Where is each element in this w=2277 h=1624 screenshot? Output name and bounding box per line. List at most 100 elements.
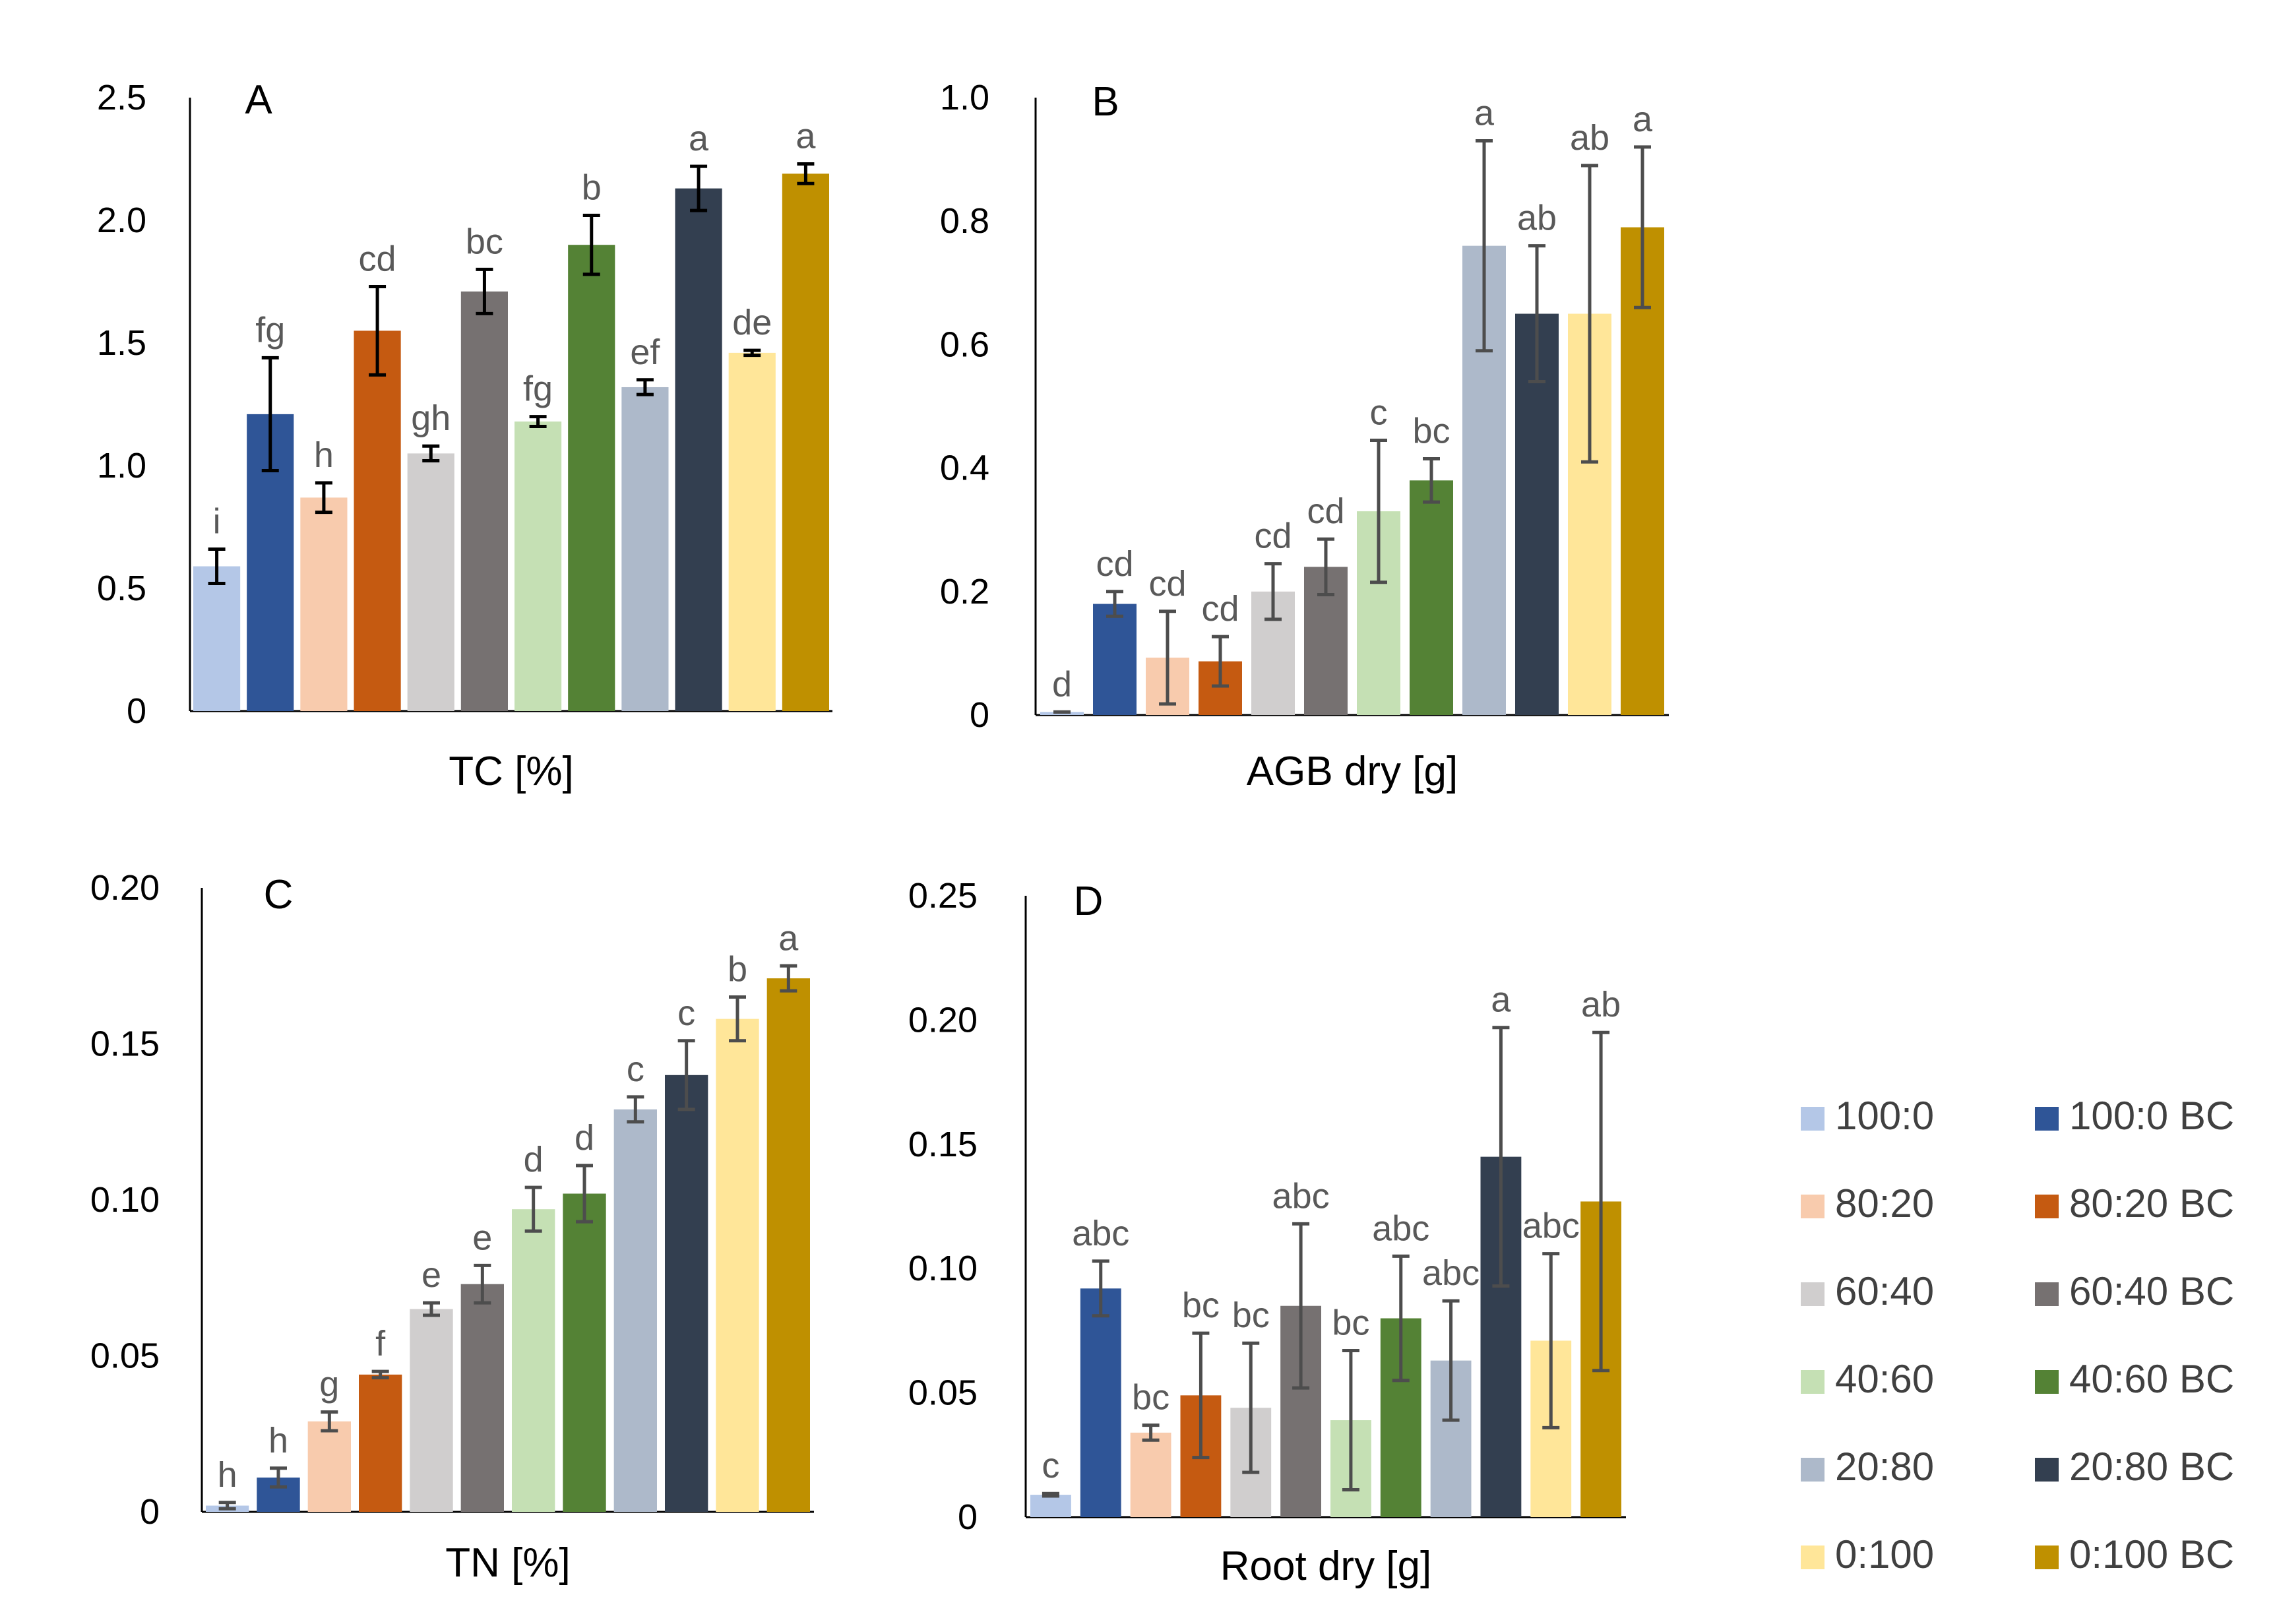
error-bar (422, 444, 440, 463)
bar (613, 1109, 657, 1512)
error-bar (1264, 562, 1282, 621)
legend-swatch (2035, 1546, 2059, 1569)
significance-letter: a (778, 918, 799, 958)
error-bar (1212, 635, 1229, 688)
significance-letter: bc (1412, 412, 1450, 451)
significance-letter: d (524, 1140, 544, 1179)
error-bar (369, 284, 387, 377)
significance-letter: d (575, 1118, 594, 1158)
legend-item: 40:60 (1801, 1357, 1934, 1401)
error-bar (208, 547, 226, 586)
significance-letter: cd (1307, 491, 1344, 531)
y-tick-label: 0.2 (940, 572, 989, 611)
y-tick-label: 0 (127, 691, 146, 731)
legend-swatch (2035, 1458, 2059, 1482)
significance-letter: h (218, 1455, 237, 1495)
significance-letter: cd (359, 239, 396, 278)
error-bar (1370, 438, 1387, 584)
legend-label: 0:100 (1835, 1532, 1934, 1577)
significance-letter: a (1633, 100, 1653, 139)
significance-letter: c (1370, 392, 1388, 432)
significance-letter: de (732, 303, 772, 342)
error-bar (797, 162, 815, 185)
error-bar (476, 267, 493, 315)
significance-letter: c (627, 1049, 644, 1089)
y-tick-label: 0.10 (90, 1180, 160, 1220)
legend-label: 60:40 (1835, 1269, 1934, 1313)
error-bar (270, 1466, 287, 1489)
bar (359, 1374, 402, 1512)
bar (716, 1018, 759, 1512)
significance-letter: a (795, 116, 816, 156)
legend-swatch (2035, 1282, 2059, 1306)
error-bar (423, 1301, 440, 1317)
bar (307, 1421, 351, 1512)
y-tick-label: 0.10 (908, 1249, 978, 1288)
bar (193, 566, 241, 711)
bar (563, 1193, 606, 1512)
y-tick-label: 0.4 (940, 449, 989, 488)
y-tick-label: 0.20 (908, 1000, 978, 1040)
legend-swatch (1801, 1370, 1825, 1394)
significance-letter: cd (1254, 516, 1292, 556)
error-bar (576, 1164, 593, 1224)
significance-letter: e (472, 1218, 492, 1257)
bar (728, 352, 776, 711)
error-bar (677, 1039, 695, 1111)
legend-label: 20:80 BC (2069, 1445, 2234, 1489)
bar (568, 245, 615, 711)
y-tick-label: 0.20 (90, 868, 160, 908)
legend-item: 20:80 BC (2035, 1445, 2234, 1489)
error-bar (529, 415, 547, 428)
panel-letter: C (264, 872, 294, 918)
significance-letter: ab (1581, 985, 1621, 1024)
bar (515, 422, 562, 711)
error-bar (1242, 1341, 1260, 1474)
error-bar (1292, 1222, 1310, 1390)
legend-label: 0:100 BC (2069, 1532, 2234, 1577)
error-bar (1042, 1491, 1059, 1498)
error-bar (743, 348, 761, 358)
significance-letter: i (213, 501, 221, 541)
y-tick-label: 0.6 (940, 325, 989, 364)
error-bar (315, 481, 332, 515)
bar (354, 330, 401, 711)
x-axis-label: TC [%] (449, 749, 573, 794)
legend-swatch (2035, 1370, 2059, 1394)
legend-item: 100:0 (1801, 1094, 1934, 1138)
bar (665, 1075, 708, 1512)
x-axis-label: Root dry [g] (1220, 1544, 1431, 1589)
error-bar (729, 995, 746, 1043)
bar (1093, 604, 1137, 715)
significance-letter: a (689, 119, 709, 158)
significance-letter: d (1052, 664, 1072, 704)
significance-letter: h (268, 1421, 288, 1460)
legend-item: 100:0 BC (2035, 1094, 2234, 1138)
y-tick-label: 0 (970, 695, 989, 735)
y-tick-label: 0 (140, 1492, 160, 1532)
y-tick-label: 0 (958, 1497, 978, 1537)
y-tick-label: 0.15 (90, 1024, 160, 1064)
error-bar (1192, 1331, 1210, 1460)
bar (1030, 1495, 1071, 1517)
error-bar (1159, 609, 1176, 706)
significance-letter: bc (466, 222, 503, 261)
bar (512, 1209, 555, 1512)
bar (407, 453, 454, 711)
significance-letter: fg (523, 369, 553, 409)
error-bar (1092, 1259, 1109, 1318)
y-tick-label: 0.05 (908, 1373, 978, 1413)
significance-letter: bc (1132, 1378, 1170, 1418)
legend-swatch (2035, 1107, 2059, 1131)
bar (460, 291, 508, 711)
significance-letter: ef (630, 332, 660, 372)
significance-letter: f (375, 1324, 386, 1363)
error-bar (1442, 1299, 1460, 1422)
legend-label: 40:60 BC (2069, 1357, 2234, 1401)
error-bar (1634, 145, 1651, 309)
legend-item: 40:60 BC (2035, 1357, 2234, 1401)
y-tick-label: 1.5 (97, 323, 146, 363)
significance-letter: cd (1201, 589, 1239, 629)
panel-letter: A (245, 77, 272, 123)
